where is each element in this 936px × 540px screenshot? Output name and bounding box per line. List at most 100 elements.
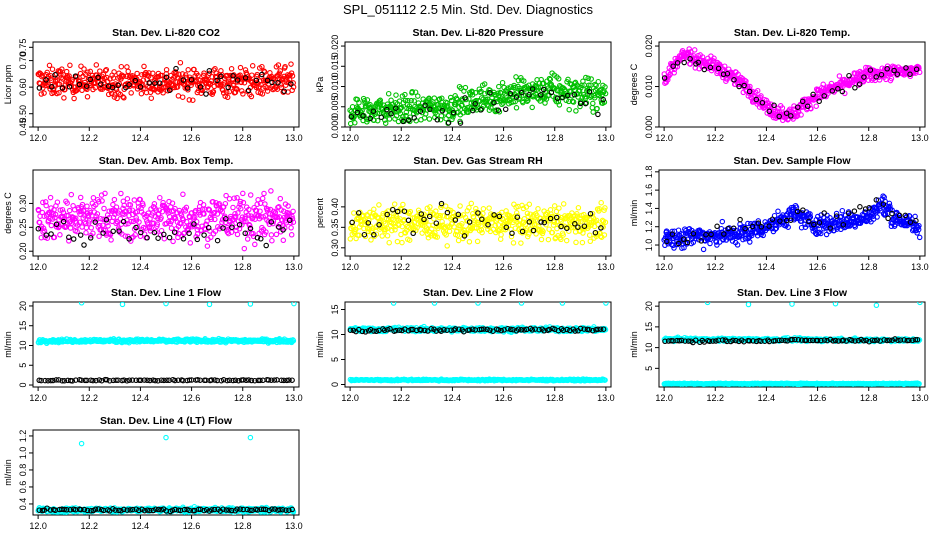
data-point: [126, 236, 132, 242]
data-point: [758, 224, 765, 230]
data-point: [461, 233, 468, 239]
data-point: [163, 67, 170, 73]
data-point: [86, 218, 93, 224]
data-point: [50, 377, 56, 384]
data-point: [574, 211, 580, 217]
data-point: [138, 377, 144, 384]
y-axis-label: percent: [315, 197, 325, 228]
data-point: [410, 230, 416, 237]
data-point: [721, 231, 727, 237]
data-point: [240, 91, 246, 97]
data-point: [518, 240, 524, 246]
data-point: [715, 65, 722, 72]
data-point: [66, 238, 72, 244]
data-point: [473, 205, 479, 212]
data-point: [376, 98, 383, 104]
data-point: [411, 98, 417, 104]
data-point: [221, 213, 228, 219]
data-point: [482, 90, 488, 97]
data-point: [90, 377, 96, 384]
data-point: [288, 61, 294, 67]
data-point: [264, 84, 270, 91]
data-point: [366, 217, 372, 224]
data-point: [354, 109, 361, 116]
data-point: [87, 235, 94, 241]
data-point: [81, 242, 87, 248]
data-point: [415, 93, 421, 99]
data-point: [421, 216, 427, 223]
x-tick-label: 12.0: [655, 393, 673, 403]
data-point: [469, 326, 476, 332]
data-point: [205, 224, 212, 231]
data-point: [60, 218, 67, 225]
data-point: [794, 208, 801, 215]
data-point: [806, 218, 812, 225]
x-tick-label: 13.0: [285, 393, 303, 403]
data-point: [158, 377, 165, 383]
data-point: [242, 67, 249, 73]
data-point: [513, 105, 520, 111]
data-point: [566, 106, 572, 113]
data-point: [67, 62, 73, 69]
series-points: [661, 302, 923, 387]
data-point: [186, 230, 192, 237]
data-point: [844, 215, 851, 221]
data-point: [83, 230, 89, 236]
data-point: [916, 69, 923, 76]
data-point: [419, 230, 425, 236]
data-point: [164, 377, 170, 384]
data-point: [472, 101, 478, 107]
data-point: [47, 215, 53, 222]
data-point: [214, 237, 221, 244]
data-point: [889, 210, 895, 217]
data-point: [466, 219, 473, 225]
data-point: [118, 63, 125, 70]
data-point: [449, 116, 455, 123]
data-point: [521, 327, 527, 333]
y-tick-label: 20: [18, 301, 28, 311]
data-point: [177, 59, 184, 66]
data-point: [916, 234, 923, 241]
y-tick-label: 0.25: [18, 219, 28, 237]
data-point: [558, 223, 564, 230]
data-point: [598, 225, 604, 231]
data-point: [486, 205, 492, 211]
data-point: [516, 95, 523, 101]
data-point: [226, 196, 233, 202]
data-point: [503, 224, 510, 231]
data-point: [536, 227, 543, 234]
x-tick-label: 12.2: [81, 393, 99, 403]
x-tick-label: 12.6: [495, 393, 513, 403]
data-point: [249, 63, 256, 69]
data-point: [46, 62, 53, 69]
x-tick-label: 12.4: [758, 262, 776, 272]
data-point: [385, 90, 392, 97]
data-point: [40, 225, 47, 232]
data-point: [179, 71, 186, 77]
data-point: [111, 196, 118, 203]
data-point: [479, 216, 485, 223]
data-point: [286, 377, 292, 383]
data-point: [84, 86, 90, 93]
data-point: [583, 100, 590, 106]
data-point: [798, 224, 805, 231]
data-point: [59, 85, 66, 91]
data-point: [96, 233, 102, 240]
panel-title: Stan. Dev. Line 1 Flow: [111, 287, 222, 299]
data-point: [402, 97, 409, 104]
data-point: [214, 77, 220, 84]
data-point: [158, 215, 164, 221]
data-point: [680, 236, 687, 243]
data-point: [280, 237, 287, 244]
data-point: [602, 84, 608, 90]
data-point: [525, 97, 531, 103]
data-point: [284, 377, 290, 384]
data-point: [374, 117, 381, 124]
data-point: [846, 72, 852, 79]
data-point: [223, 192, 229, 199]
data-point: [232, 214, 239, 220]
x-tick-label: 12.2: [81, 133, 99, 143]
data-point: [52, 211, 59, 218]
data-point: [258, 236, 264, 242]
data-point: [144, 235, 150, 241]
